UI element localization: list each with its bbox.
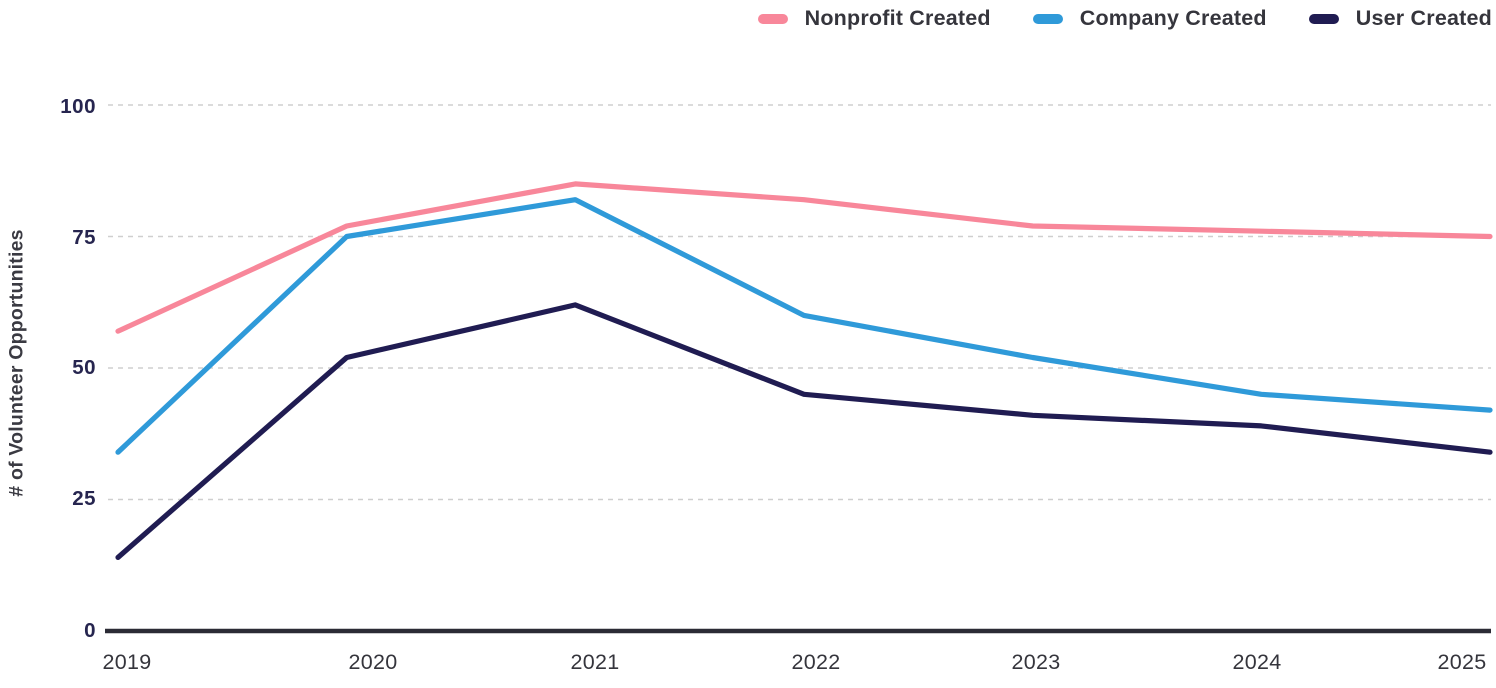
- legend-item-nonprofit-created[interactable]: Nonprofit Created: [757, 6, 991, 31]
- series-line-2: [115, 302, 1493, 561]
- x-label-2022: 2022: [791, 650, 841, 674]
- y-tick-50: 50: [72, 356, 96, 379]
- series-line-1: [115, 197, 1493, 455]
- series-line-0: [115, 181, 1493, 334]
- y-tick-25: 25: [72, 487, 96, 510]
- legend-item-company-created[interactable]: Company Created: [1032, 6, 1267, 31]
- legend-label: Nonprofit Created: [804, 6, 991, 30]
- legend-label: Company Created: [1079, 6, 1267, 30]
- y-tick-100: 100: [60, 95, 96, 118]
- nonprofit-series-swatch-icon: [757, 13, 788, 24]
- legend-item-user-created[interactable]: User Created: [1308, 6, 1492, 31]
- x-label-2023: 2023: [1011, 650, 1061, 674]
- x-label-2020: 2020: [348, 650, 398, 674]
- x-label-2025: 2025: [1437, 650, 1487, 674]
- user-series-swatch-icon: [1308, 13, 1339, 24]
- y-tick-0: 0: [84, 619, 96, 642]
- x-label-2019: 2019: [102, 650, 152, 674]
- legend-label: User Created: [1355, 6, 1492, 30]
- x-label-2024: 2024: [1232, 650, 1282, 674]
- legend: Nonprofit Created Company Created User C…: [757, 6, 1492, 31]
- company-series-swatch-icon: [1032, 13, 1063, 24]
- x-label-2021: 2021: [570, 650, 620, 674]
- y-tick-75: 75: [72, 226, 96, 249]
